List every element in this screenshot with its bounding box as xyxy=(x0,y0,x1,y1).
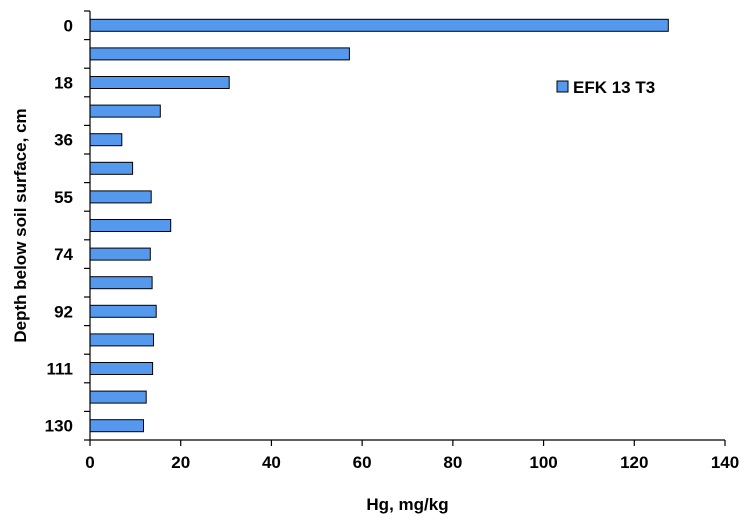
y-axis-ticks: 0 18 36 55 74 92 111 130 xyxy=(45,10,90,441)
bar-2 xyxy=(89,76,230,89)
bar-0 xyxy=(89,18,669,32)
y-tick-label: 55 xyxy=(54,188,73,207)
y-tick-label: 111 xyxy=(47,360,74,379)
bar-5 xyxy=(89,161,134,175)
y-tick-label: 36 xyxy=(54,131,73,150)
x-tick-label: 60 xyxy=(353,453,372,472)
y-tick-label: 18 xyxy=(54,74,73,93)
bar-12 xyxy=(89,362,154,375)
bar-9 xyxy=(89,276,153,290)
x-tick-label: 40 xyxy=(262,453,281,472)
x-tick-label: 0 xyxy=(85,453,94,472)
x-axis-ticks: 0 20 40 60 80 100 120 140 xyxy=(85,440,739,472)
y-tick-label: 74 xyxy=(54,245,73,264)
x-tick-label: 80 xyxy=(443,453,462,472)
y-tick-label: 130 xyxy=(45,417,73,436)
y-tick-label: 0 xyxy=(64,16,73,35)
bar-14 xyxy=(89,419,144,433)
x-tick-label: 100 xyxy=(529,453,557,472)
bar-8 xyxy=(89,247,151,261)
bar-4 xyxy=(89,133,123,147)
bar-1 xyxy=(89,47,350,61)
legend-label: EFK 13 T3 xyxy=(573,78,655,97)
x-axis-title: Hg, mg/kg xyxy=(366,495,448,514)
bar-10 xyxy=(89,304,157,318)
y-tick-label: 92 xyxy=(54,302,73,321)
legend-swatch xyxy=(556,80,569,93)
legend: EFK 13 T3 xyxy=(556,78,655,97)
bar-13 xyxy=(89,390,147,404)
bar-6 xyxy=(89,190,152,204)
x-tick-label: 140 xyxy=(711,453,739,472)
bar-11 xyxy=(89,333,154,347)
y-axis-title: Depth below soil surface, cm xyxy=(11,108,30,342)
bar-3 xyxy=(89,104,161,118)
bar-7 xyxy=(89,219,172,232)
x-tick-label: 20 xyxy=(171,453,190,472)
x-tick-label: 120 xyxy=(620,453,648,472)
